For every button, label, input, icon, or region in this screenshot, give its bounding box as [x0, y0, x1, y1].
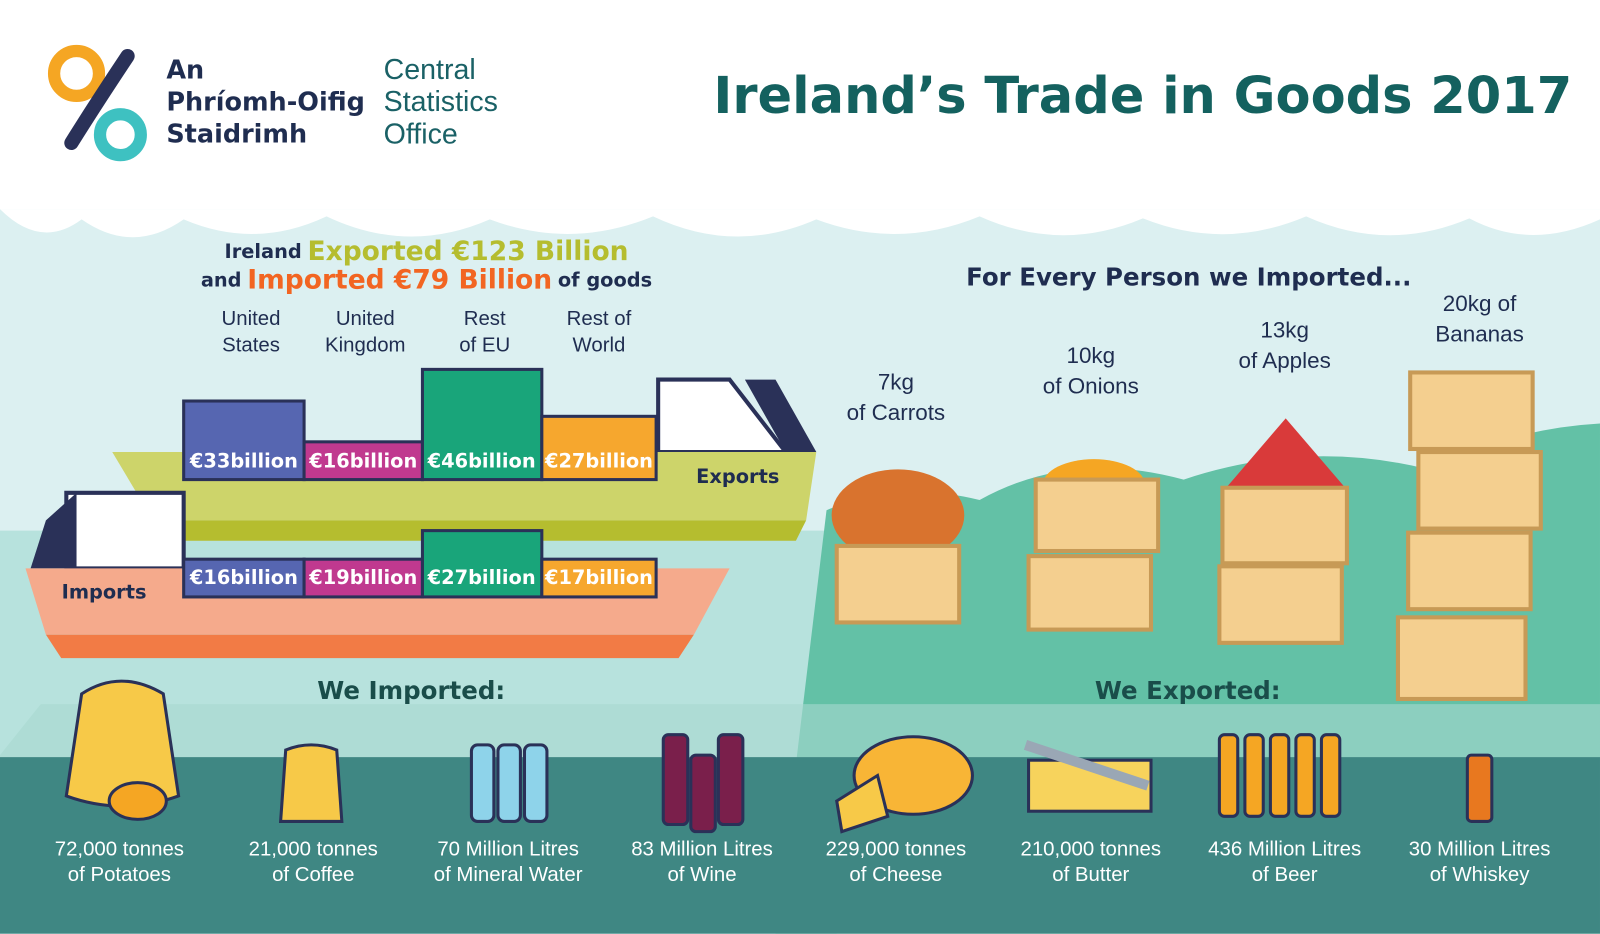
summary-prefix: Ireland	[225, 240, 302, 263]
summary-exported: Exported €123 Billion	[307, 236, 628, 267]
logo-mark	[47, 44, 147, 162]
per-person-label: of Carrots	[847, 400, 946, 425]
product-label: of Beer	[1252, 864, 1318, 886]
region-label: World	[573, 334, 626, 356]
product-label: of Mineral Water	[434, 864, 583, 886]
region-label: of EU	[459, 334, 510, 356]
per-person-label: 20kg of	[1443, 291, 1517, 316]
ship-label: Imports	[62, 580, 147, 603]
clouds	[0, 209, 1600, 238]
product-label: 436 Million Litres	[1208, 838, 1361, 860]
crates	[831, 370, 1543, 702]
per-person-label: 7kg	[878, 370, 914, 395]
page-title: Ireland’s Trade in Goods 2017	[713, 67, 1572, 126]
logo-text-irish: Phríomh-Oifig	[166, 88, 365, 118]
product-label: of Cheese	[849, 864, 942, 886]
import-value: €27billion	[427, 566, 536, 589]
import-value: €19billion	[308, 566, 417, 589]
export-value: €46billion	[427, 450, 536, 473]
summary-prefix: and	[201, 268, 242, 291]
section-title: For Every Person we Imported...	[966, 263, 1411, 292]
product-label: of Wine	[667, 864, 736, 886]
product-label: of Whiskey	[1430, 864, 1531, 886]
product-label: 72,000 tonnes	[55, 838, 184, 860]
summary-suffix: of goods	[558, 268, 652, 291]
product-label: of Coffee	[272, 864, 354, 886]
summary-imported: Imported €79 Billion	[247, 264, 552, 295]
region-label: Kingdom	[325, 334, 405, 356]
export-value: €33billion	[189, 450, 298, 473]
import-value: €17billion	[544, 566, 653, 589]
product-label: 30 Million Litres	[1409, 838, 1551, 860]
per-person-label: 13kg	[1260, 318, 1309, 343]
product-label: 229,000 tonnes	[826, 838, 967, 860]
product-label: 83 Million Litres	[631, 838, 773, 860]
region-label: States	[222, 334, 280, 356]
logo-text-english: Central	[384, 54, 476, 86]
logo-text-english: Statistics	[384, 86, 498, 118]
region-label: United	[336, 308, 395, 330]
export-value: €16billion	[308, 450, 417, 473]
product-label: 70 Million Litres	[437, 838, 579, 860]
region-label: United	[222, 308, 281, 330]
product-icons	[64, 679, 1494, 834]
export-ship	[112, 367, 817, 541]
product-label: 210,000 tonnes	[1021, 838, 1162, 860]
product-label: 21,000 tonnes	[249, 838, 378, 860]
summary-line: Ireland Exported €123 Billion	[225, 236, 629, 267]
per-person-label: 10kg	[1066, 343, 1115, 368]
product-label: of Butter	[1052, 864, 1129, 886]
logo-text-irish: An	[166, 55, 204, 85]
product-label: of Potatoes	[68, 864, 171, 886]
import-value: €16billion	[189, 566, 298, 589]
region-label: Rest of	[567, 308, 632, 330]
logo-text-english: Office	[384, 118, 458, 150]
import-ship	[25, 490, 730, 659]
per-person-label: of Apples	[1239, 348, 1331, 373]
per-person-label: of Onions	[1043, 374, 1139, 399]
section-title: We Exported:	[1095, 676, 1281, 705]
summary-line: and Imported €79 Billion of goods	[201, 264, 652, 295]
export-value: €27billion	[544, 450, 653, 473]
logo-text-irish: Staidrimh	[166, 120, 307, 150]
region-label: Rest	[464, 308, 506, 330]
per-person-label: Bananas	[1435, 322, 1524, 347]
section-title: We Imported:	[317, 676, 505, 705]
ship-label: Exports	[696, 465, 779, 488]
